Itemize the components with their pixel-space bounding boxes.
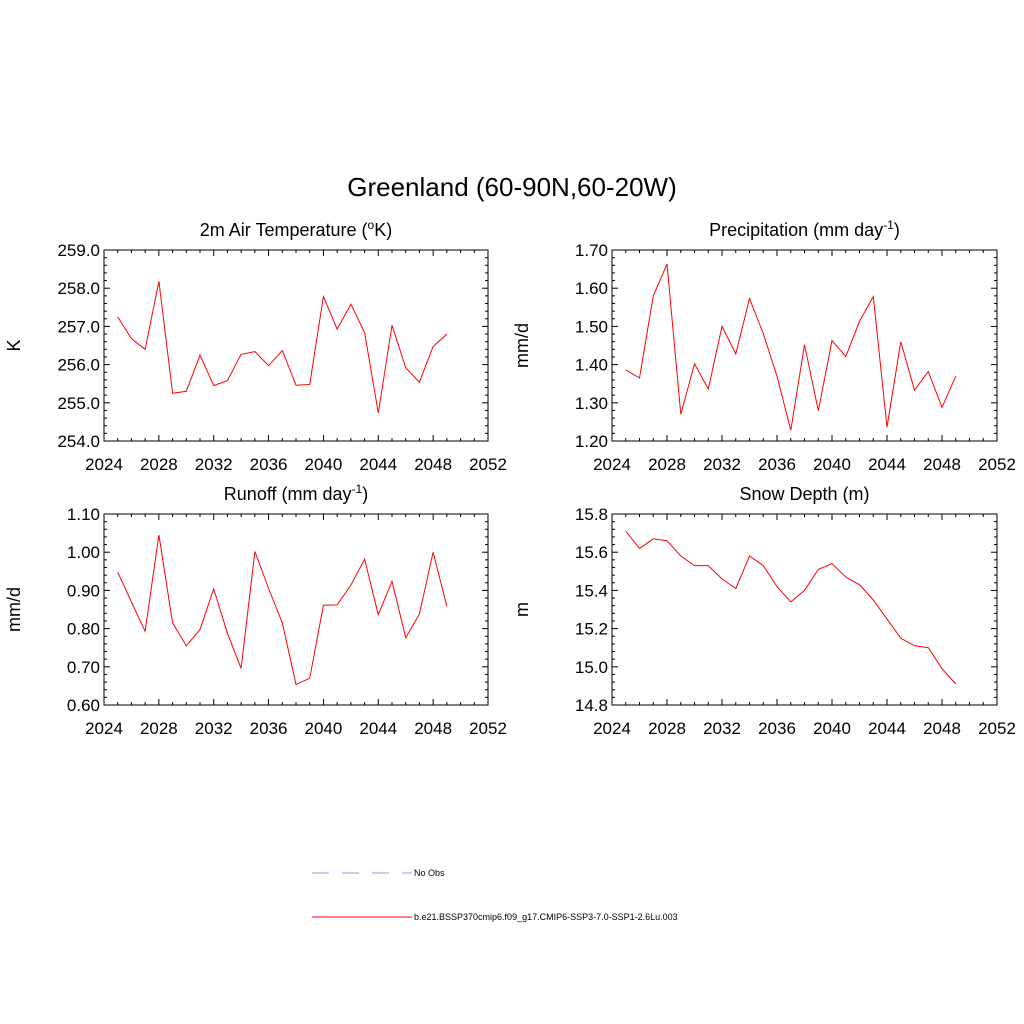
y-tick-label: 0.70 <box>67 658 100 677</box>
y-tick-label: 15.0 <box>575 658 608 677</box>
x-tick-label: 2032 <box>703 719 741 738</box>
y-axis-label: m <box>512 602 532 617</box>
y-tick-label: 257.0 <box>57 317 100 336</box>
y-tick-label: 259.0 <box>57 241 100 260</box>
legend-label: b.e21.BSSP370cmip6.f09_g17.CMIP6-SSP3-7.… <box>414 912 678 922</box>
y-axis-label: mm/d <box>4 587 24 632</box>
x-tick-label: 2048 <box>923 719 961 738</box>
legend-label: No Obs <box>414 868 445 878</box>
legend: No Obs b.e21.BSSP370cmip6.f09_g17.CMIP6-S… <box>312 868 678 922</box>
x-tick-label: 2044 <box>359 719 397 738</box>
y-tick-label: 0.60 <box>67 696 100 715</box>
x-tick-label: 2028 <box>140 455 178 474</box>
x-tick-label: 2036 <box>758 455 796 474</box>
y-tick-label: 1.50 <box>575 317 608 336</box>
y-tick-label: 1.20 <box>575 432 608 451</box>
x-tick-label: 2044 <box>359 455 397 474</box>
panel-air-temperature: 2024 2028 2032 2036 2040 2044 2048 2052 254.0 255… <box>4 218 507 474</box>
x-tick-label: 2024 <box>593 455 631 474</box>
panel-precipitation: 2024 2028 2032 2036 2040 2044 2048 2052 1.20 1.30… <box>512 218 1016 474</box>
x-tick-label: 2024 <box>85 719 123 738</box>
panel-title-suffix: ) <box>362 484 368 504</box>
x-tick-label: 2040 <box>813 719 851 738</box>
y-tick-label: 1.10 <box>67 505 100 524</box>
x-tick-label: 2040 <box>813 455 851 474</box>
y-tick-label: 15.2 <box>575 620 608 639</box>
x-tick-label: 2032 <box>195 719 233 738</box>
y-tick-label: 1.00 <box>67 543 100 562</box>
x-tick-label: 2040 <box>305 455 343 474</box>
x-tick-label: 2048 <box>923 455 961 474</box>
main-title: Greenland (60-90N,60-20W) <box>347 172 677 202</box>
panel-title-text: 2m Air Temperature ( <box>200 220 368 240</box>
y-tick-label: 15.4 <box>575 581 608 600</box>
panel-title: Snow Depth (m) <box>739 484 869 504</box>
panel-title: 2m Air Temperature (oK) <box>200 218 392 240</box>
panel-title-text: Runoff (mm day <box>224 484 352 504</box>
y-tick-label: 14.8 <box>575 696 608 715</box>
y-tick-label: 0.90 <box>67 581 100 600</box>
y-tick-label: 1.60 <box>575 279 608 298</box>
panel-title-superscript: -1 <box>883 218 894 232</box>
x-tick-label: 2048 <box>414 719 452 738</box>
x-tick-label: 2040 <box>305 719 343 738</box>
y-tick-label: 15.8 <box>575 505 608 524</box>
x-tick-label: 2052 <box>469 455 507 474</box>
y-tick-label: 0.80 <box>67 620 100 639</box>
y-tick-label: 254.0 <box>57 432 100 451</box>
x-tick-label: 2036 <box>250 455 288 474</box>
panel-title-suffix: K) <box>374 220 392 240</box>
y-tick-label: 1.30 <box>575 394 608 413</box>
panel-title-superscript: -1 <box>352 482 363 496</box>
panel-title-superscript: o <box>368 218 375 232</box>
x-tick-label: 2036 <box>250 719 288 738</box>
panel-title-suffix: ) <box>894 220 900 240</box>
y-axis-label: K <box>4 339 24 351</box>
y-axis-label: mm/d <box>512 323 532 368</box>
x-tick-label: 2024 <box>593 719 631 738</box>
x-tick-label: 2052 <box>469 719 507 738</box>
panel-title: Runoff (mm day-1) <box>224 482 368 504</box>
panel-title: Precipitation (mm day-1) <box>709 218 900 240</box>
x-tick-label: 2052 <box>978 719 1016 738</box>
x-tick-label: 2028 <box>140 719 178 738</box>
y-tick-label: 15.6 <box>575 543 608 562</box>
y-tick-label: 255.0 <box>57 394 100 413</box>
y-tick-label: 256.0 <box>57 356 100 375</box>
x-tick-label: 2036 <box>758 719 796 738</box>
series-line <box>625 263 957 431</box>
x-tick-label: 2044 <box>868 455 906 474</box>
series-line <box>117 281 448 414</box>
y-tick-label: 258.0 <box>57 279 100 298</box>
panel-runoff: 2024 2028 2032 2036 2040 2044 2048 2052 0.60 0.70… <box>4 482 507 738</box>
x-tick-label: 2052 <box>978 455 1016 474</box>
x-tick-label: 2032 <box>703 455 741 474</box>
series-line <box>625 530 957 685</box>
x-tick-label: 2032 <box>195 455 233 474</box>
x-tick-label: 2048 <box>414 455 452 474</box>
panel-snow-depth: 2024 2028 2032 2036 2040 2044 2048 2052 14.8 15.0… <box>512 484 1016 738</box>
x-tick-label: 2024 <box>85 455 123 474</box>
panel-title-text: Precipitation (mm day <box>709 220 883 240</box>
y-tick-label: 1.70 <box>575 241 608 260</box>
x-tick-label: 2028 <box>648 455 686 474</box>
panel-title-text: Snow Depth (m) <box>739 484 869 504</box>
series-line <box>117 534 448 686</box>
x-tick-label: 2044 <box>868 719 906 738</box>
x-tick-label: 2028 <box>648 719 686 738</box>
y-tick-label: 1.40 <box>575 356 608 375</box>
